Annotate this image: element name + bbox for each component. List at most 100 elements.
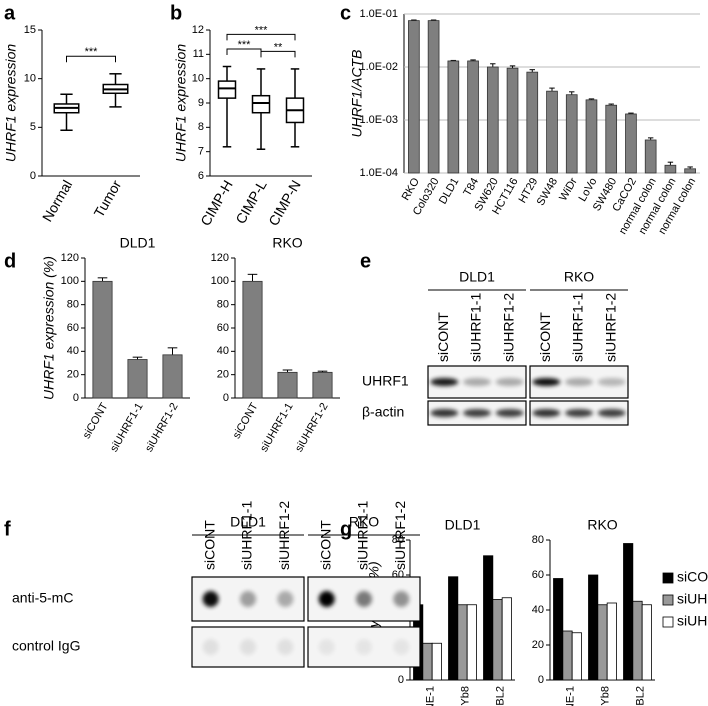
- x-tick-label: siCONT: [81, 401, 111, 441]
- lane-label: siUHRF1-2: [602, 293, 618, 362]
- y-tick-label: 1.0E-04: [359, 167, 398, 179]
- bar: [546, 90, 558, 174]
- lane-label: siUHRF1-1: [570, 293, 586, 362]
- y-tick-label: 20: [67, 369, 79, 381]
- y-tick-label: 1.0E-01: [359, 8, 398, 20]
- box: [251, 94, 271, 114]
- x-tick-label: Tumor: [90, 177, 124, 220]
- row-label: β-actin: [362, 404, 404, 420]
- bar: [483, 555, 494, 681]
- x-tick-label: LINE-1: [424, 686, 436, 706]
- x-tick-label: Alu Yb8: [459, 686, 471, 706]
- y-tick-label: 10: [192, 73, 204, 85]
- x-tick-label: siCONT: [231, 401, 261, 441]
- band: [430, 409, 459, 417]
- bar: [312, 371, 333, 399]
- bar: [127, 359, 148, 399]
- band: [532, 409, 561, 417]
- band: [565, 409, 593, 417]
- dot: [240, 591, 256, 607]
- bar: [448, 576, 459, 681]
- x-tick-label: siUHRF1-1: [108, 401, 146, 454]
- significance-label: **: [274, 41, 283, 53]
- y-tick-label: 6: [198, 170, 204, 182]
- x-tick-label: NBL2: [634, 686, 646, 706]
- group-label: DLD1: [459, 269, 495, 285]
- y-tick-label: 0: [538, 674, 544, 686]
- significance-label: ***: [255, 24, 269, 36]
- band: [430, 378, 459, 386]
- legend-label: siCONT: [677, 569, 708, 585]
- y-tick-label: 80: [392, 534, 404, 546]
- panel-letter: d: [4, 250, 16, 272]
- x-tick-label: siUHRF1-1: [258, 401, 296, 454]
- lane-label: siUHRF1-2: [500, 293, 516, 362]
- chart-title: DLD1: [445, 517, 481, 533]
- lane-label: siUHRF1-1: [355, 501, 371, 570]
- y-tick-label: 20: [532, 639, 544, 651]
- x-tick-label: DLD1: [437, 176, 461, 206]
- dot: [393, 591, 410, 607]
- y-tick-label: 0: [223, 392, 229, 404]
- y-tick-label: 11: [193, 48, 204, 60]
- band: [532, 378, 561, 386]
- x-tick-label: T84: [461, 176, 481, 198]
- panel-letter: e: [360, 250, 371, 272]
- y-tick-label: 120: [211, 252, 229, 264]
- row-label: anti-5-mC: [12, 590, 73, 606]
- significance-bracket: [226, 33, 296, 41]
- lane-label: siCONT: [537, 312, 553, 362]
- y-tick-label: 60: [67, 322, 79, 334]
- lane-label: siUHRF1-2: [392, 501, 408, 570]
- y-tick-label: 1.0E-03: [359, 114, 398, 126]
- y-axis-label: UHRF1 expression: [173, 44, 189, 162]
- y-tick-label: 60: [532, 569, 544, 581]
- dot: [356, 639, 372, 655]
- bar: [623, 543, 634, 681]
- bar: [242, 280, 263, 399]
- bar: [447, 60, 460, 174]
- bar: [467, 60, 479, 174]
- bar: [526, 71, 539, 174]
- bar: [641, 604, 652, 681]
- lane-label: siUHRF1-2: [276, 501, 292, 570]
- y-axis-label: UHRF1/ACTB: [349, 50, 365, 138]
- box: [217, 80, 237, 99]
- x-tick-label: CIMP-L: [232, 177, 270, 226]
- band: [565, 378, 593, 386]
- group-label: RKO: [349, 514, 379, 530]
- significance-bracket: [66, 55, 116, 63]
- dot: [318, 591, 335, 607]
- bar: [588, 574, 599, 681]
- dot: [393, 639, 410, 655]
- significance-label: ***: [85, 46, 99, 58]
- chart-title: DLD1: [120, 235, 156, 251]
- bar: [277, 371, 298, 399]
- y-tick-label: 0: [73, 392, 79, 404]
- bar: [605, 104, 618, 174]
- y-tick-label: 0: [30, 170, 36, 182]
- bar: [571, 632, 582, 681]
- bar: [422, 642, 433, 681]
- group-label: RKO: [564, 269, 594, 285]
- bar: [565, 94, 578, 174]
- bar: [597, 604, 608, 681]
- legend-label: siUHRF1-1: [677, 591, 708, 607]
- x-tick-label: SW48: [535, 176, 560, 208]
- lane-label: siCONT: [317, 520, 333, 570]
- bar: [486, 66, 499, 174]
- x-tick-label: siUHRF1-2: [293, 401, 331, 454]
- y-tick-label: 1.0E-02: [359, 61, 398, 73]
- y-tick-label: 100: [211, 275, 229, 287]
- y-tick-label: 40: [67, 345, 79, 357]
- panel-letter: f: [4, 518, 11, 540]
- x-tick-label: WiDr: [557, 176, 580, 203]
- dot: [277, 591, 294, 607]
- group-label: DLD1: [230, 514, 266, 530]
- bar: [553, 578, 564, 681]
- y-tick-label: 80: [67, 299, 79, 311]
- bar: [162, 354, 183, 399]
- bar: [427, 20, 440, 174]
- y-tick-label: 100: [61, 275, 79, 287]
